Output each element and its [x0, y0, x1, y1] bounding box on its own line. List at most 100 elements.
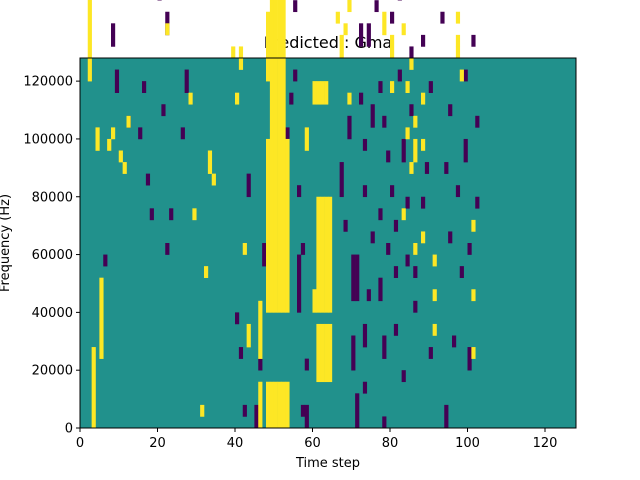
heatmap-cell-low	[262, 243, 267, 267]
heatmap-cell-high	[312, 289, 317, 313]
heatmap-cell-low	[378, 277, 383, 302]
x-tick-label: 80	[382, 436, 399, 451]
heatmap-cell-high	[285, 381, 290, 429]
heatmap-cell-high	[343, 23, 348, 36]
heatmap-cell-high	[126, 115, 131, 128]
heatmap-cell-high	[95, 127, 100, 151]
heatmap-cell-low	[459, 266, 464, 278]
heatmap-cell-low	[246, 173, 251, 198]
heatmap-cell-low	[304, 404, 309, 429]
heatmap-cell-low	[351, 254, 356, 302]
heatmap-cell-high	[273, 381, 278, 429]
x-tick-label: 100	[455, 436, 480, 451]
heatmap-cell-low	[289, 92, 294, 105]
heatmap-cell-low	[180, 127, 185, 140]
heatmap-cell-low	[343, 219, 348, 232]
heatmap-cell-low	[297, 254, 302, 313]
heatmap-cell-low	[355, 393, 360, 429]
x-tick-label: 40	[227, 436, 244, 451]
heatmap-cell-low	[405, 254, 410, 267]
heatmap-cell-low	[138, 127, 143, 140]
heatmap-cell-low	[386, 243, 391, 255]
heatmap-cell-low	[378, 208, 383, 221]
heatmap-cell-low	[374, 0, 379, 13]
heatmap-cell-low	[401, 370, 406, 383]
heatmap-cell-high	[242, 243, 247, 255]
heatmap-cell-low	[242, 404, 247, 417]
heatmap-cell-low	[382, 416, 387, 429]
heatmap-cell-high	[192, 208, 197, 221]
heatmap-cell-high	[258, 300, 263, 359]
heatmap-cell-low	[300, 243, 306, 255]
heatmap-cell-high	[281, 381, 286, 429]
x-tick-label: 60	[304, 436, 321, 451]
heatmap-cell-high	[316, 196, 321, 313]
heatmap-cell-low	[393, 323, 399, 336]
heatmap-cell-low	[258, 358, 263, 371]
heatmap-cell-high	[266, 11, 271, 82]
heatmap-cell-high	[455, 46, 461, 59]
heatmap-cell-low	[393, 219, 399, 232]
heatmap-cell-high	[347, 0, 352, 13]
heatmap-cell-high	[421, 138, 426, 151]
heatmap-cell-low	[424, 162, 430, 174]
heatmap-cell-low	[165, 243, 170, 255]
heatmap-cell-high	[421, 92, 426, 105]
heatmap-cell-low	[393, 266, 399, 278]
heatmap-cell-low	[428, 347, 433, 359]
heatmap-cell-low	[351, 335, 356, 371]
heatmap-cell-high	[409, 58, 414, 70]
heatmap-cell-low	[103, 254, 108, 267]
heatmap-cell-low	[440, 11, 445, 24]
heatmap-cell-high	[200, 404, 205, 417]
y-tick-label: 40000	[32, 306, 73, 321]
heatmap-cell-low	[428, 81, 433, 93]
y-tick-label: 100000	[23, 132, 73, 147]
heatmap-cell-low	[184, 69, 189, 93]
y-tick-label: 20000	[32, 364, 73, 379]
heatmap-cell-low	[463, 69, 468, 82]
heatmap-cell-low	[304, 358, 309, 371]
heatmap-cell-high	[277, 381, 282, 429]
heatmap-cell-low	[370, 231, 375, 244]
y-axis-label: Frequency (Hz)	[0, 194, 13, 292]
heatmap-cell-low	[149, 208, 154, 221]
heatmap-cell-high	[87, 0, 92, 82]
heatmap-cell-high	[304, 127, 309, 151]
heatmap-cell-high	[273, 0, 278, 313]
heatmap-cell-high	[316, 323, 321, 383]
x-tick-label: 0	[76, 436, 84, 451]
heatmap-cell-high	[211, 173, 216, 186]
heatmap-cell-low	[355, 254, 360, 302]
heatmap-cell-low	[366, 23, 371, 47]
heatmap-cell-high	[118, 150, 123, 163]
heatmap-cell-high	[421, 231, 426, 244]
heatmap-cell-low	[114, 69, 120, 93]
heatmap-cell-low	[300, 404, 306, 417]
heatmap-cell-high	[165, 23, 170, 36]
heatmap-cell-high	[324, 196, 329, 313]
heatmap-cell-high	[235, 92, 240, 105]
heatmap-cell-high	[231, 46, 236, 59]
x-tick-label: 20	[149, 436, 166, 451]
heatmap-cell-low	[401, 138, 406, 163]
heatmap-cell-low	[293, 0, 298, 13]
heatmap-cell-low	[409, 104, 414, 117]
heatmap-cell-low	[421, 196, 426, 209]
heatmap-cell-high	[455, 34, 461, 47]
x-axis-label: Time step	[295, 456, 360, 471]
heatmap-cell-low	[339, 162, 344, 198]
heatmap-cell-high	[328, 323, 333, 383]
heatmap-cell-high	[281, 0, 286, 313]
heatmap-cell-low	[390, 11, 395, 24]
heatmap-cell-high	[409, 162, 414, 174]
heatmap-cell-low	[413, 300, 418, 313]
y-tick-label: 0	[65, 422, 73, 437]
heatmap-cell-high	[432, 289, 437, 302]
heatmap-cell-high	[266, 381, 271, 429]
heatmap-cell-high	[207, 150, 213, 174]
heatmap-cell-high	[269, 381, 275, 429]
heatmap-cell-high	[413, 138, 418, 163]
heatmap-cell-low	[161, 104, 166, 117]
